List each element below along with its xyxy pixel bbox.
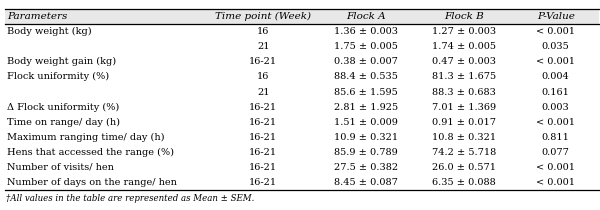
- Text: < 0.001: < 0.001: [536, 27, 575, 36]
- Text: < 0.001: < 0.001: [536, 163, 575, 172]
- Text: 16: 16: [257, 27, 269, 36]
- Text: 16-21: 16-21: [249, 178, 277, 187]
- Text: 10.9 ± 0.321: 10.9 ± 0.321: [334, 133, 398, 142]
- Text: Flock uniformity (%): Flock uniformity (%): [7, 72, 109, 81]
- Text: Number of days on the range/ hen: Number of days on the range/ hen: [7, 178, 177, 187]
- Text: 85.6 ± 1.595: 85.6 ± 1.595: [334, 88, 398, 97]
- Text: 10.8 ± 0.321: 10.8 ± 0.321: [431, 133, 496, 142]
- Text: 88.4 ± 0.535: 88.4 ± 0.535: [334, 72, 398, 81]
- Text: Maximum ranging time/ day (h): Maximum ranging time/ day (h): [7, 133, 164, 142]
- Text: 16-21: 16-21: [249, 57, 277, 66]
- Text: 0.004: 0.004: [542, 72, 569, 81]
- Text: 16: 16: [257, 72, 269, 81]
- Text: Time on range/ day (h): Time on range/ day (h): [7, 118, 120, 127]
- Text: Hens that accessed the range (%): Hens that accessed the range (%): [7, 148, 174, 157]
- Text: 26.0 ± 0.571: 26.0 ± 0.571: [431, 163, 496, 172]
- Text: 1.75 ± 0.005: 1.75 ± 0.005: [334, 42, 398, 51]
- Bar: [5, 9, 599, 24]
- Text: 27.5 ± 0.382: 27.5 ± 0.382: [334, 163, 398, 172]
- Text: 0.161: 0.161: [542, 88, 569, 97]
- Text: 2.81 ± 1.925: 2.81 ± 1.925: [334, 103, 398, 112]
- Text: 6.35 ± 0.088: 6.35 ± 0.088: [432, 178, 496, 187]
- Text: 1.51 ± 0.009: 1.51 ± 0.009: [334, 118, 398, 127]
- Text: < 0.001: < 0.001: [536, 118, 575, 127]
- Text: Body weight (kg): Body weight (kg): [7, 27, 92, 36]
- Text: 1.36 ± 0.003: 1.36 ± 0.003: [334, 27, 398, 36]
- Text: 74.2 ± 5.718: 74.2 ± 5.718: [431, 148, 496, 157]
- Text: 0.38 ± 0.007: 0.38 ± 0.007: [334, 57, 398, 66]
- Text: 16-21: 16-21: [249, 163, 277, 172]
- Text: 16-21: 16-21: [249, 103, 277, 112]
- Text: 0.003: 0.003: [542, 103, 569, 112]
- Text: 7.01 ± 1.369: 7.01 ± 1.369: [431, 103, 496, 112]
- Text: Parameters: Parameters: [7, 12, 68, 21]
- Text: 0.035: 0.035: [542, 42, 569, 51]
- Text: 16-21: 16-21: [249, 133, 277, 142]
- Text: Number of visits/ hen: Number of visits/ hen: [7, 163, 114, 172]
- Text: Body weight gain (kg): Body weight gain (kg): [7, 57, 116, 66]
- Text: 0.47 ± 0.003: 0.47 ± 0.003: [431, 57, 496, 66]
- Text: 88.3 ± 0.683: 88.3 ± 0.683: [432, 88, 496, 97]
- Text: 0.811: 0.811: [542, 133, 569, 142]
- Text: 1.27 ± 0.003: 1.27 ± 0.003: [431, 27, 496, 36]
- Text: P-Value: P-Value: [537, 12, 575, 21]
- Text: 81.3 ± 1.675: 81.3 ± 1.675: [431, 72, 496, 81]
- Text: 8.45 ± 0.087: 8.45 ± 0.087: [334, 178, 398, 187]
- Text: 21: 21: [257, 88, 269, 97]
- Text: 21: 21: [257, 42, 269, 51]
- Text: 16-21: 16-21: [249, 148, 277, 157]
- Text: †All values in the table are represented as Mean ± SEM.: †All values in the table are represented…: [6, 194, 254, 203]
- Text: 0.91 ± 0.017: 0.91 ± 0.017: [431, 118, 496, 127]
- Text: Flock A: Flock A: [346, 12, 385, 21]
- Text: < 0.001: < 0.001: [536, 57, 575, 66]
- Text: Δ Flock uniformity (%): Δ Flock uniformity (%): [7, 102, 119, 112]
- Text: 0.077: 0.077: [542, 148, 569, 157]
- Text: Flock B: Flock B: [444, 12, 484, 21]
- Text: < 0.001: < 0.001: [536, 178, 575, 187]
- Text: 1.74 ± 0.005: 1.74 ± 0.005: [431, 42, 496, 51]
- Text: 85.9 ± 0.789: 85.9 ± 0.789: [334, 148, 398, 157]
- Text: Time point (Week): Time point (Week): [215, 12, 311, 21]
- Text: 16-21: 16-21: [249, 118, 277, 127]
